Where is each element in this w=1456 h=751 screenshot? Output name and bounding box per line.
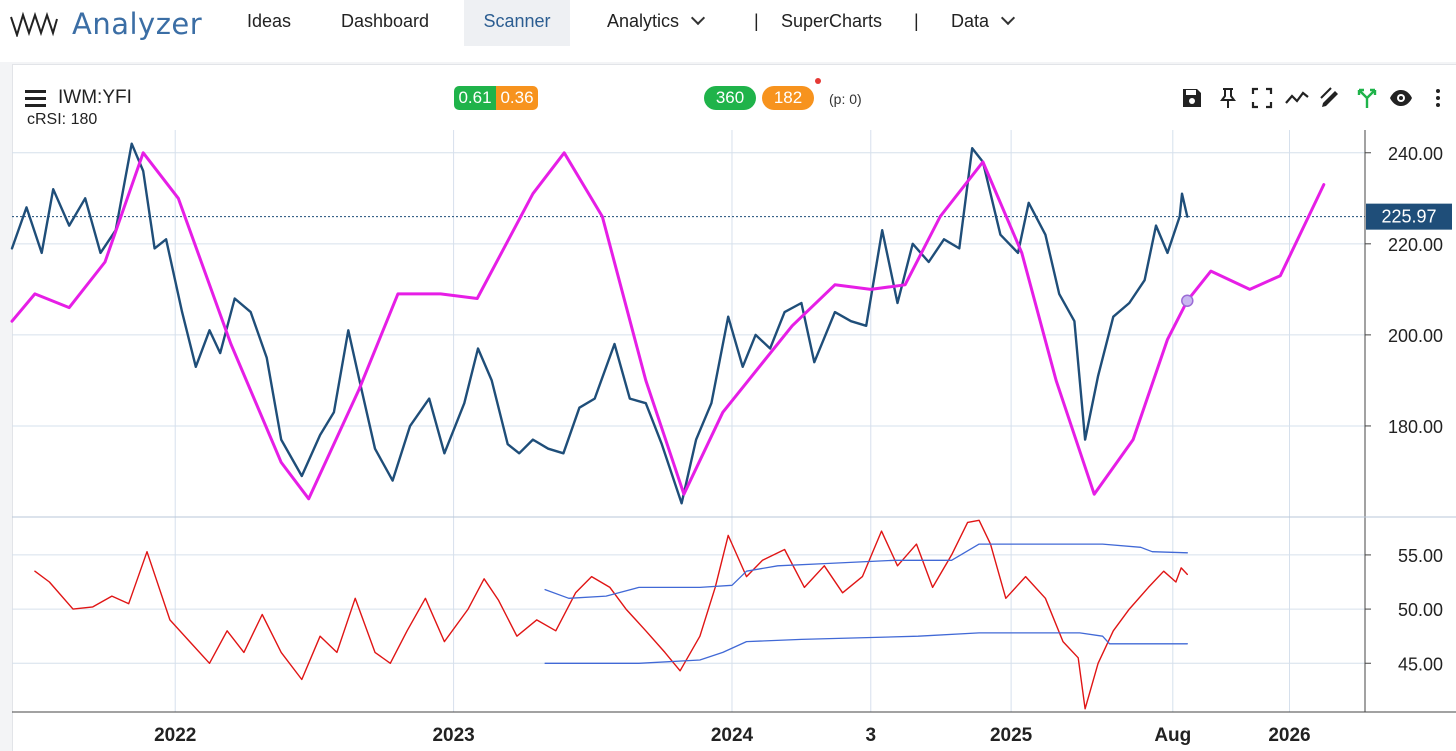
- y-tick-label: 200.00: [1388, 326, 1443, 346]
- x-tick-label: 2024: [711, 725, 754, 746]
- nav-supercharts[interactable]: SuperCharts: [781, 11, 883, 31]
- trend-icon[interactable]: [1285, 86, 1309, 110]
- nav-separator: |: [914, 11, 919, 31]
- alert-dot-icon: [815, 78, 821, 84]
- y-tick-label: 220.00: [1388, 235, 1443, 255]
- nav-scanner[interactable]: Scanner: [464, 0, 570, 46]
- grid-lines: [12, 130, 1371, 712]
- y-tick-label: 50.00: [1398, 600, 1443, 620]
- nav-scanner-label: Scanner: [483, 11, 551, 31]
- x-tick-label: 3: [865, 725, 876, 746]
- nav-data-label: Data: [951, 11, 990, 31]
- x-tick-label: 2022: [154, 725, 196, 746]
- wave-logo-icon: [10, 11, 58, 37]
- series-line-cycle: [10, 151, 1326, 501]
- save-icon[interactable]: [1180, 86, 1204, 110]
- nav-dashboard[interactable]: Dashboard: [341, 11, 430, 31]
- eye-icon[interactable]: [1389, 86, 1413, 110]
- nav-analytics-label: Analytics: [607, 11, 680, 31]
- draw-icon[interactable]: [1319, 86, 1343, 110]
- brand-logo[interactable]: Analyzer: [10, 4, 202, 44]
- cycle-marker-point[interactable]: [1181, 294, 1194, 307]
- ratio-badge-orange: 0.36: [496, 86, 538, 110]
- more-icon[interactable]: [1426, 86, 1450, 110]
- y-tick-label: 240.00: [1388, 144, 1443, 164]
- fullscreen-icon[interactable]: [1250, 86, 1274, 110]
- y-tick-label: 55.00: [1398, 546, 1443, 566]
- menu-icon[interactable]: [25, 90, 46, 107]
- series-line-crsi: [34, 519, 1189, 710]
- cycle-badge-orange: 182: [762, 86, 814, 110]
- nav-analytics[interactable]: Analytics: [607, 0, 706, 44]
- nav-ideas[interactable]: Ideas: [247, 11, 292, 31]
- x-tick-label: Aug: [1154, 725, 1191, 746]
- p-label: (p: 0): [829, 91, 862, 107]
- fork-icon[interactable]: [1355, 86, 1379, 110]
- cycle-badge-green: 360: [704, 86, 756, 110]
- pin-icon[interactable]: [1216, 86, 1240, 110]
- x-axis-labels: 2022 2023 2024 3 2025 Aug 2026: [154, 725, 1311, 746]
- chart-panel: [12, 64, 1456, 751]
- axis-frame: [12, 130, 1456, 713]
- y-axis-labels: 240.00 220.00 200.00 180.00 55.00 50.00 45.00: [1388, 144, 1443, 674]
- nav-separator: |: [754, 11, 759, 31]
- indicator-label: cRSI: 180: [27, 111, 98, 128]
- y-tick-label: 45.00: [1398, 654, 1443, 674]
- last-value-tag: 225.97: [1366, 203, 1452, 230]
- y-tick-label: 180.00: [1388, 417, 1443, 437]
- series-line-lower-band: [544, 632, 1188, 664]
- x-tick-label: 2025: [990, 725, 1033, 746]
- ratio-badge-green: 0.61: [454, 86, 496, 110]
- symbol-label[interactable]: IWM:YFI: [58, 87, 132, 108]
- x-tick-label: 2026: [1268, 725, 1310, 746]
- top-navigation: Analyzer Ideas Dashboard Scanner Analyti…: [0, 0, 1456, 62]
- brand-name: Analyzer: [72, 7, 203, 41]
- nav-data[interactable]: Data: [951, 0, 1016, 44]
- last-value-label: 225.97: [1381, 207, 1436, 227]
- x-tick-label: 2023: [432, 725, 474, 746]
- series-layer: [10, 142, 1326, 710]
- series-line-price: [10, 142, 1189, 505]
- series-line-upper-band: [544, 543, 1188, 599]
